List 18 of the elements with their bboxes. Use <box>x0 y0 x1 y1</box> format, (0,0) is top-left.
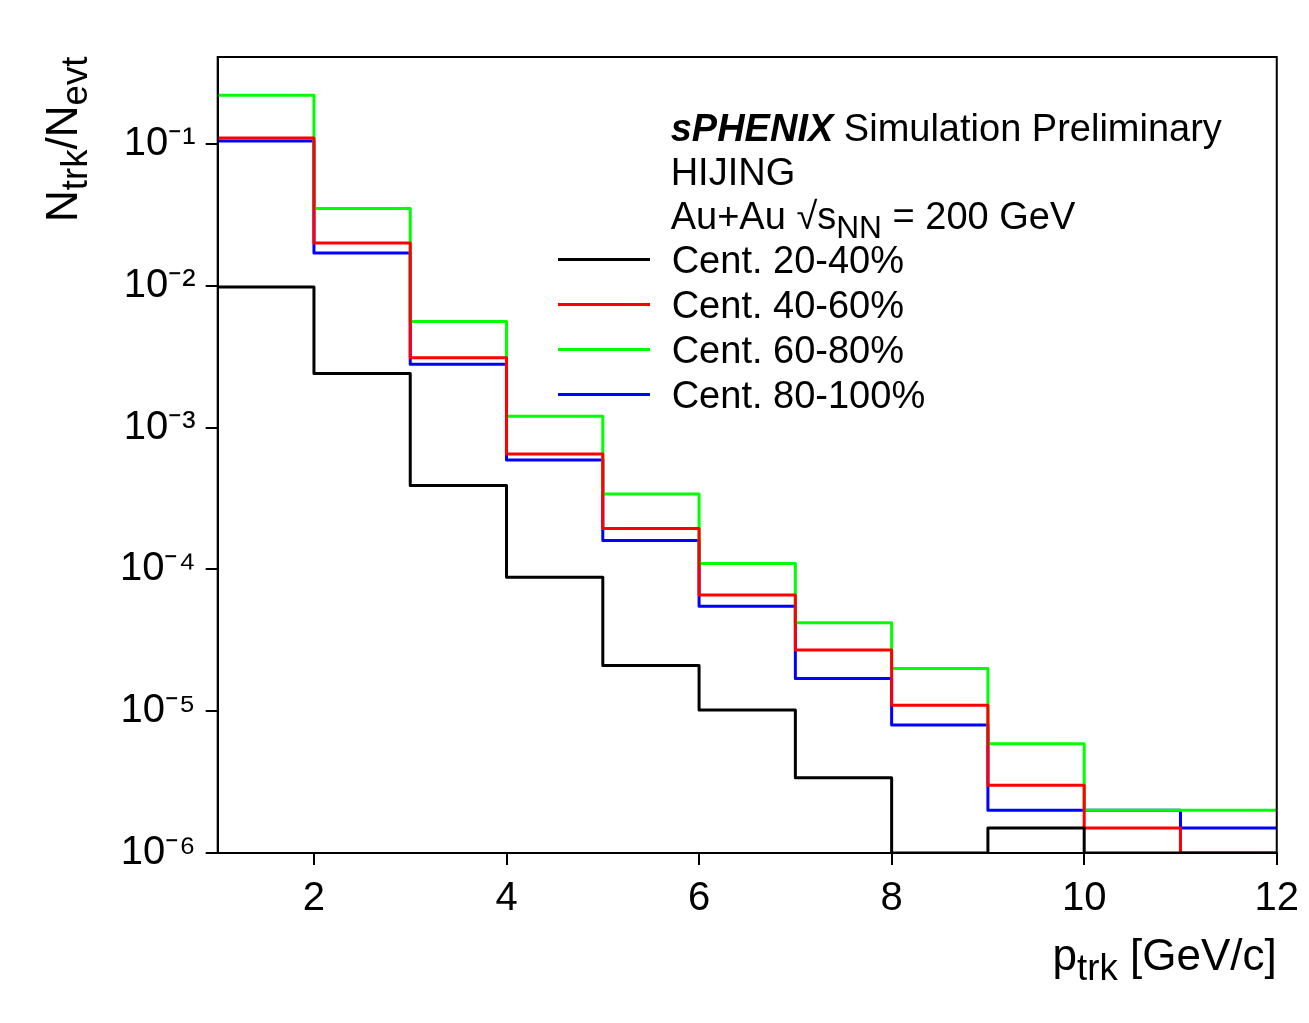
y-tick-label: 10⁻³ <box>123 402 196 447</box>
x-tick-label: 2 <box>302 874 326 919</box>
x-tick-label: 12 <box>1254 874 1299 919</box>
y-tick-label: 10⁻⁶ <box>120 828 196 873</box>
legend-label: Cent. 40-60% <box>671 283 905 326</box>
annotation: sPHENIX Simulation Preliminary <box>670 107 1222 149</box>
legend-label: Cent. 80-100% <box>671 373 926 416</box>
y-tick-label: 10⁻² <box>123 260 196 305</box>
legend-label: Cent. 60-80% <box>671 328 905 371</box>
annotation: HIJING <box>670 151 797 193</box>
y-tick-label: 10⁻⁴ <box>119 544 196 589</box>
x-tick-label: 8 <box>880 874 903 919</box>
y-tick-label: 10⁻¹ <box>123 118 196 163</box>
y-tick-label: 10⁻⁵ <box>120 686 196 731</box>
x-axis-title: p$_{trk}$ [GeV/c] <box>1052 930 1277 988</box>
x-tick-label: 6 <box>687 874 711 919</box>
x-tick-label: 4 <box>495 874 518 919</box>
x-tick-label: 10 <box>1061 874 1107 919</box>
